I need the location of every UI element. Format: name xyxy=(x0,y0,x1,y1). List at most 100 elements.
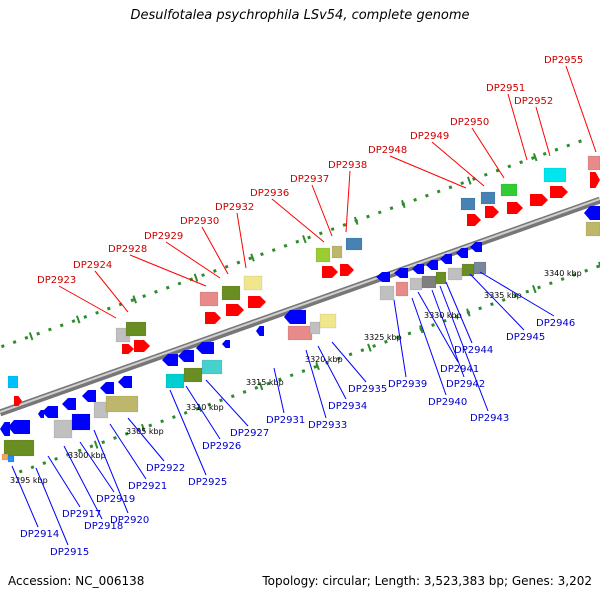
reverse-gene-arrow xyxy=(100,382,114,394)
reverse-leader-line xyxy=(431,289,465,378)
reverse-gene-label: DP2926 xyxy=(202,441,241,452)
forward-feature-box xyxy=(315,247,331,263)
forward-leader-line xyxy=(431,141,485,187)
reverse-major-tick xyxy=(93,440,99,449)
forward-feature-box xyxy=(221,285,241,301)
reverse-leader-line xyxy=(205,379,249,427)
forward-major-tick xyxy=(353,216,359,225)
reverse-tick-track xyxy=(596,264,600,269)
forward-gene-arrow xyxy=(590,172,600,188)
reverse-gene-arrow xyxy=(196,342,214,354)
forward-tick-track xyxy=(530,156,535,160)
forward-gene-label: DP2923 xyxy=(37,275,76,286)
forward-tick-track xyxy=(224,264,229,269)
reverse-leader-line xyxy=(35,467,69,546)
forward-tick-track xyxy=(165,285,170,290)
reverse-tick-track xyxy=(101,440,106,445)
forward-feature-box xyxy=(543,167,567,183)
forward-major-tick xyxy=(132,295,138,304)
reverse-tick-track xyxy=(431,323,435,327)
forward-gene-label: DP2950 xyxy=(450,117,489,128)
reverse-gene-label: DP2943 xyxy=(470,413,509,424)
forward-leader-line xyxy=(201,226,229,275)
forward-tick-track xyxy=(554,147,559,152)
forward-gene-arrow xyxy=(507,202,523,214)
forward-tick-track xyxy=(71,319,76,324)
forward-tick-track xyxy=(507,164,512,169)
reverse-feature-box xyxy=(585,221,600,237)
forward-gene-arrow xyxy=(205,312,221,324)
forward-tick-track xyxy=(483,172,488,177)
forward-tick-track xyxy=(201,273,205,278)
forward-gene-label: DP2932 xyxy=(215,202,254,213)
reverse-tick-track xyxy=(584,268,589,273)
reverse-feature-box xyxy=(309,321,321,335)
forward-gene-label: DP2928 xyxy=(108,244,147,255)
scale-label: 3315 kbp xyxy=(246,378,284,387)
reverse-feature-box xyxy=(319,313,337,329)
reverse-feature-box xyxy=(183,367,203,383)
reverse-gene-arrow xyxy=(412,264,424,274)
forward-tick-track xyxy=(318,231,323,236)
reverse-major-tick xyxy=(258,382,264,391)
reverse-tick-track xyxy=(454,314,459,319)
forward-major-tick xyxy=(75,315,81,324)
forward-tick-track xyxy=(154,289,158,294)
reverse-tick-track xyxy=(289,373,294,378)
forward-tick-track xyxy=(578,139,582,144)
reverse-tick-track xyxy=(360,348,365,353)
forward-gene-label: DP2938 xyxy=(328,160,367,171)
reverse-gene-label: DP2925 xyxy=(188,477,227,488)
forward-tick-track xyxy=(83,315,88,319)
reverse-leader-line xyxy=(417,291,459,363)
reverse-feature-box xyxy=(461,263,475,277)
forward-gene-label: DP2937 xyxy=(290,174,329,185)
reverse-gene-arrow xyxy=(394,268,408,278)
reverse-leader-line xyxy=(393,299,407,378)
scale-label: 3320 kbp xyxy=(305,355,343,364)
reverse-leader-line xyxy=(47,455,81,508)
forward-feature-box xyxy=(480,191,496,205)
reverse-leader-line xyxy=(11,465,39,528)
reverse-gene-arrow xyxy=(222,340,230,348)
forward-leader-line xyxy=(94,270,129,313)
forward-tick-track xyxy=(0,344,5,349)
forward-leader-line xyxy=(58,285,117,319)
reverse-gene-arrow xyxy=(376,272,390,282)
forward-gene-arrow xyxy=(322,266,338,278)
reverse-tick-track xyxy=(89,444,94,449)
scale-label: 3330 kbp xyxy=(424,311,462,320)
forward-feature-box xyxy=(199,291,219,307)
forward-leader-line xyxy=(345,170,351,233)
reverse-tick-track xyxy=(266,381,271,386)
reverse-feature-box xyxy=(3,439,35,457)
scale-label: 3300 kbp xyxy=(68,451,106,460)
forward-feature-box xyxy=(7,375,19,389)
forward-gene-label: DP2936 xyxy=(250,188,289,199)
reverse-tick-track xyxy=(525,289,530,294)
reverse-tick-track xyxy=(54,456,58,461)
reverse-tick-track xyxy=(548,281,553,286)
reverse-gene-label: DP2915 xyxy=(50,547,89,558)
reverse-leader-line xyxy=(109,423,147,480)
reverse-feature-box xyxy=(447,267,463,281)
forward-tick-track xyxy=(436,189,441,194)
reverse-major-tick xyxy=(140,423,146,433)
reverse-leader-line xyxy=(317,345,347,400)
reverse-leader-line xyxy=(127,417,165,462)
forward-gene-arrow xyxy=(134,340,150,352)
forward-tick-track xyxy=(448,185,453,190)
forward-leader-line xyxy=(129,254,207,287)
forward-tick-track xyxy=(330,227,335,232)
reverse-gene-arrow xyxy=(456,248,468,258)
reverse-leader-line xyxy=(331,341,367,383)
forward-tick-track xyxy=(460,181,465,186)
reverse-tick-track xyxy=(372,344,377,348)
reverse-gene-label: DP2945 xyxy=(506,332,545,343)
reverse-gene-label: DP2920 xyxy=(110,515,149,526)
reverse-leader-line xyxy=(305,349,327,419)
reverse-gene-arrow xyxy=(426,260,438,270)
forward-gene-arrow xyxy=(467,214,481,226)
reverse-feature-box xyxy=(1,453,9,461)
reverse-major-tick xyxy=(418,325,424,334)
